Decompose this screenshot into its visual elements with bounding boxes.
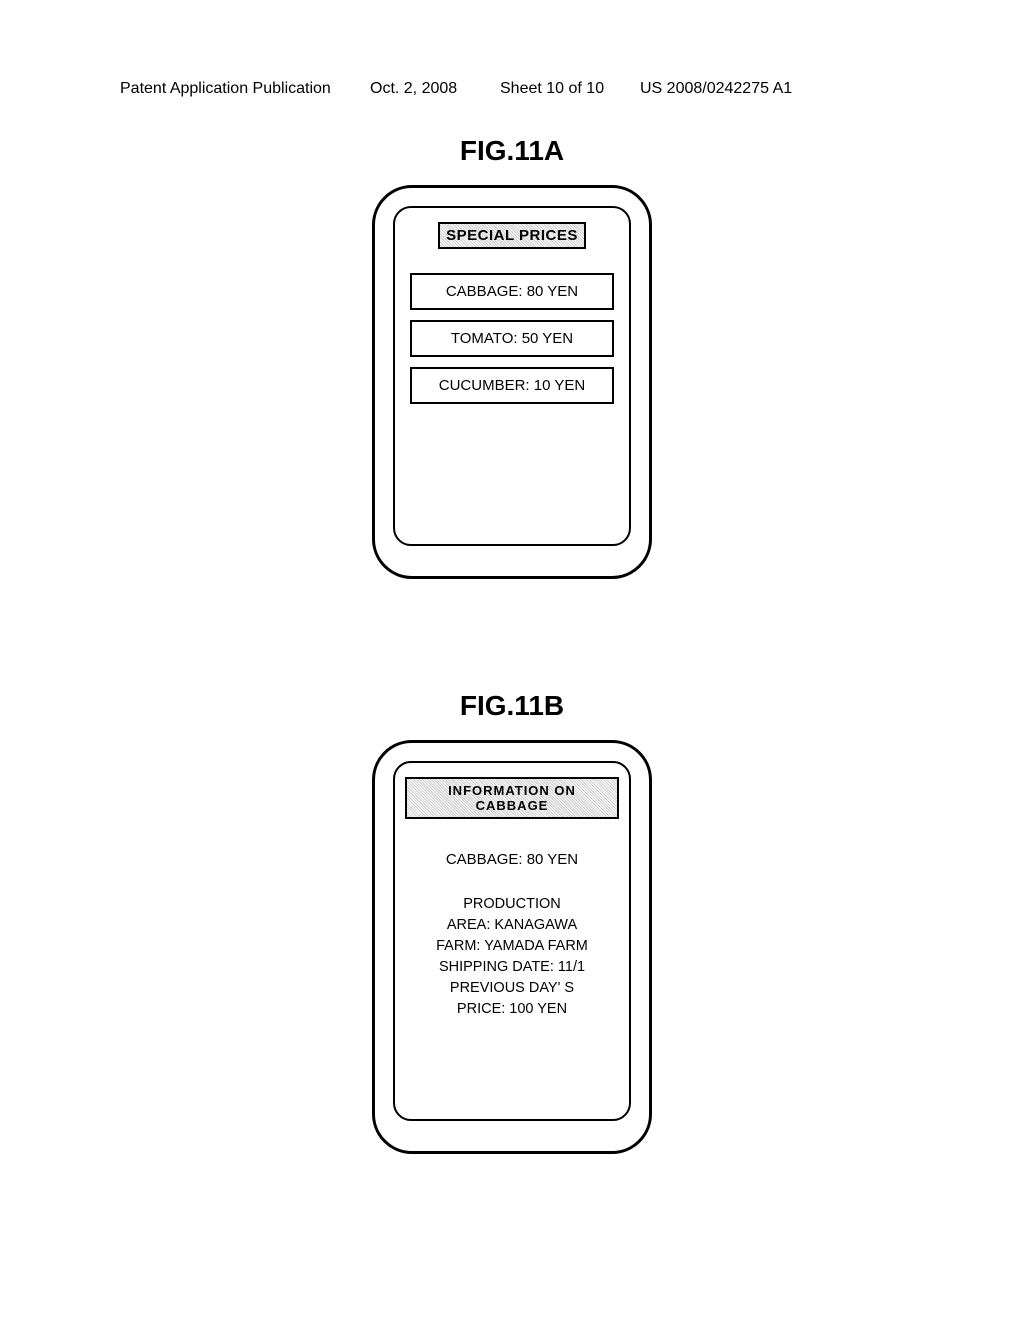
cabbage-price-line: CABBAGE: 80 YEN [405,851,619,868]
device-outline-a: SPECIAL PRICES CABBAGE: 80 YEN TOMATO: 5… [372,185,652,579]
item-cabbage[interactable]: CABBAGE: 80 YEN [410,273,613,310]
figure-11b-section: FIG.11B INFORMATION ON CABBAGE CABBAGE: … [0,690,1024,1154]
header-date: Oct. 2, 2008 [370,80,457,98]
figure-11b-label: FIG.11B [0,690,1024,722]
header-sheet: Sheet 10 of 10 [500,80,604,98]
screen-b: INFORMATION ON CABBAGE CABBAGE: 80 YEN P… [393,761,631,1121]
info-line: PRICE: 100 YEN [405,999,619,1020]
item-cucumber[interactable]: CUCUMBER: 10 YEN [410,367,613,404]
header-pubno: US 2008/0242275 A1 [640,80,792,98]
item-tomato[interactable]: TOMATO: 50 YEN [410,320,613,357]
device-outline-b: INFORMATION ON CABBAGE CABBAGE: 80 YEN P… [372,740,652,1154]
title-info-cabbage: INFORMATION ON CABBAGE [405,777,619,819]
figure-11a-label: FIG.11A [0,135,1024,167]
title-special-prices: SPECIAL PRICES [438,222,586,249]
info-line: SHIPPING DATE: 11/1 [405,957,619,978]
screen-a: SPECIAL PRICES CABBAGE: 80 YEN TOMATO: 5… [393,206,631,546]
info-line: FARM: YAMADA FARM [405,936,619,957]
figure-11a-section: FIG.11A SPECIAL PRICES CABBAGE: 80 YEN T… [0,135,1024,579]
info-line: PRODUCTION [405,894,619,915]
cabbage-info-block: PRODUCTION AREA: KANAGAWA FARM: YAMADA F… [405,894,619,1020]
info-line: PREVIOUS DAY' S [405,978,619,999]
info-line: AREA: KANAGAWA [405,915,619,936]
header-publication: Patent Application Publication [120,80,331,98]
